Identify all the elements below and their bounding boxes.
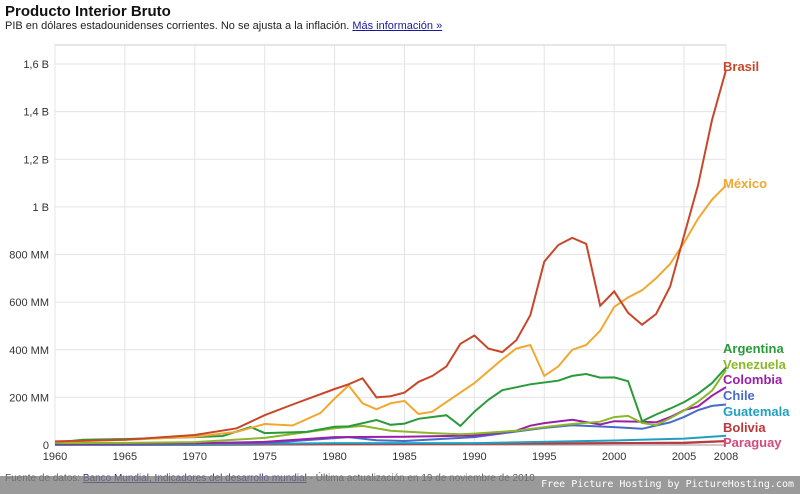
x-tick-label: 2005	[672, 451, 696, 463]
series-label-méxico: México	[723, 176, 767, 191]
x-tick-label: 1975	[252, 451, 276, 463]
y-tick-label: 600 MM	[9, 297, 49, 309]
series-line-méxico	[54, 184, 727, 443]
x-tick-label: 1985	[392, 451, 416, 463]
y-tick-label: 1,2 B	[23, 154, 49, 166]
x-tick-label: 1970	[183, 451, 207, 463]
watermark: Free Picture Hosting by PictureHosting.c…	[0, 476, 800, 494]
y-tick-label: 1,4 B	[23, 107, 49, 119]
series-line-brasil	[54, 69, 727, 443]
y-tick-label: 1,6 B	[23, 59, 49, 71]
x-tick-label: 1965	[113, 451, 137, 463]
more-info-link[interactable]: Más información »	[352, 20, 443, 32]
chart-subtitle: PIB en dólares estadounidenses corriente…	[5, 20, 442, 32]
series-line-argentina	[54, 366, 727, 444]
x-tick-label: 1990	[462, 451, 486, 463]
plot-area	[54, 44, 727, 446]
y-tick-label: 400 MM	[9, 345, 49, 357]
series-label-guatemala: Guatemala	[723, 404, 790, 419]
series-label-argentina: Argentina	[723, 341, 784, 356]
y-tick-label: 0	[43, 440, 49, 452]
series-label-colombia: Colombia	[723, 372, 783, 387]
x-tick-label: 2000	[602, 451, 626, 463]
chart-title: Producto Interior Bruto	[5, 3, 171, 20]
y-tick-label: 1 B	[32, 202, 49, 214]
series-label-brasil: Brasil	[723, 59, 759, 74]
series-label-bolivia: Bolivia	[723, 420, 766, 435]
series-line-guatemala	[54, 434, 727, 446]
y-tick-label: 800 MM	[9, 250, 49, 262]
x-tick-label: 1995	[532, 451, 556, 463]
subtitle-text: PIB en dólares estadounidenses corriente…	[5, 20, 350, 32]
y-tick-label: 200 MM	[9, 392, 49, 404]
series-label-venezuela: Venezuela	[723, 357, 787, 372]
x-tick-label: 1980	[322, 451, 346, 463]
series-label-chile: Chile	[723, 388, 755, 403]
x-tick-label: 2008	[714, 451, 738, 463]
series-label-paraguay: Paraguay	[723, 435, 782, 450]
x-tick-label: 1960	[43, 451, 67, 463]
